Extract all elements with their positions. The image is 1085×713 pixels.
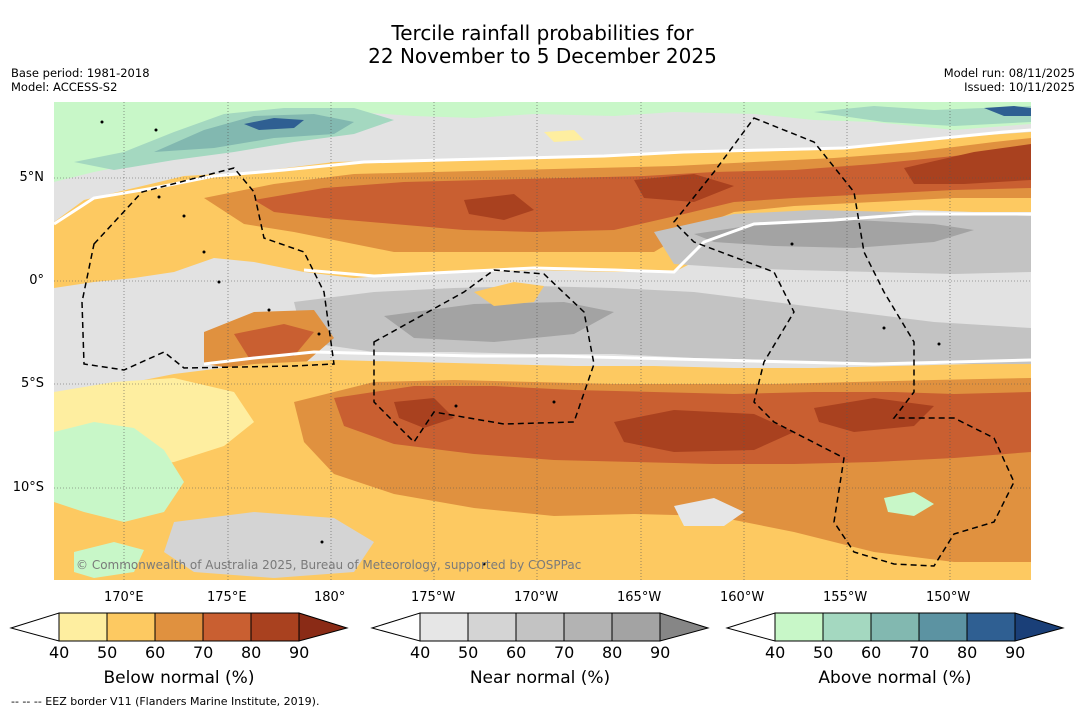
meta-left: Base period: 1981-2018 Model: ACCESS-S2 [11, 66, 150, 94]
above-normal-north-peak [244, 118, 304, 130]
cb-below-tick-70: 70 [193, 643, 214, 662]
eez-borders [81, 117, 1015, 567]
near-normal-east-70 [694, 220, 974, 248]
below-normal-south-80-a [394, 398, 454, 428]
above-normal-southwest-small [74, 542, 144, 578]
cb-near-tick-90: 90 [650, 643, 671, 662]
model-run-date: Model run: 08/11/2025 [943, 66, 1075, 80]
cb-below-tick-40: 40 [49, 643, 70, 662]
cb-below-90 [250, 612, 300, 642]
near-normal-south-central [674, 498, 744, 526]
rainfall-probability-map [54, 102, 1031, 580]
lon-label-180: 180° [314, 590, 346, 605]
colorbar-near-normal [370, 612, 710, 642]
lon-label-165w: 165°W [617, 590, 662, 605]
cb-above-50 [774, 612, 824, 642]
title-line-1: Tercile rainfall probabilities for [391, 21, 694, 45]
below-normal-north-80-c [904, 144, 1031, 184]
cb-below-tick-90: 90 [289, 643, 310, 662]
below-normal-north-80-b [634, 174, 734, 202]
above-normal-southwest [54, 422, 184, 522]
model-name: Model: ACCESS-S2 [11, 80, 118, 94]
cb-near-70 [515, 612, 565, 642]
above-normal-north-high [154, 114, 354, 152]
below-normal-south-80-b [614, 410, 794, 452]
cb-above-tick-40: 40 [765, 643, 786, 662]
cb-near-tick-70: 70 [554, 643, 575, 662]
cb-below-tick-80: 80 [241, 643, 262, 662]
above-normal-northeast [814, 106, 1031, 126]
cb-below-80 [202, 612, 252, 642]
eez-footnote: -- -- -- EEZ border V11 (Flanders Marine… [11, 695, 320, 708]
cb-above-over [1014, 612, 1065, 642]
cb-above-tick-60: 60 [861, 643, 882, 662]
colorbar-below-normal [9, 612, 349, 642]
cb-below-title: Below normal (%) [103, 668, 255, 688]
cb-near-under [370, 612, 421, 642]
cb-above-title: Above normal (%) [818, 668, 972, 688]
lon-label-150w: 150°W [926, 590, 971, 605]
copyright-notice: © Commonwealth of Australia 2025, Bureau… [76, 558, 582, 572]
white-contour-equator [303, 212, 1031, 278]
lat-label-0: 0° [29, 273, 44, 288]
lon-label-160w: 160°W [720, 590, 765, 605]
white-contour-south [203, 350, 1031, 366]
cb-above-60 [822, 612, 872, 642]
cb-near-tick-50: 50 [458, 643, 479, 662]
lat-label-5s: 5°S [20, 376, 44, 391]
cb-below-under [9, 612, 60, 642]
cb-below-60 [106, 612, 156, 642]
cb-above-under [725, 612, 776, 642]
map-title: Tercile rainfall probabilities for 22 No… [0, 22, 1085, 68]
cb-near-tick-80: 80 [602, 643, 623, 662]
lat-label-10s: 10°S [12, 480, 44, 495]
near-normal-southwest [164, 512, 374, 578]
map-svg [54, 102, 1031, 580]
lon-label-170w: 170°W [514, 590, 559, 605]
island-markers [100, 120, 941, 566]
below-normal-north-80-a [464, 194, 534, 220]
title-line-2: 22 November to 5 December 2025 [368, 44, 717, 68]
below-normal-north-patch [544, 130, 584, 142]
cb-near-tick-40: 40 [410, 643, 431, 662]
graticule [54, 102, 1031, 580]
cb-near-tick-60: 60 [506, 643, 527, 662]
below-normal-south-80-c [814, 398, 934, 432]
cb-below-50 [58, 612, 108, 642]
cb-below-over [298, 612, 349, 642]
above-normal-southeast [884, 492, 934, 516]
cb-near-title: Near normal (%) [469, 668, 611, 688]
lon-label-175w: 175°W [411, 590, 456, 605]
cb-near-80 [563, 612, 613, 642]
cb-near-90 [611, 612, 661, 642]
cb-below-tick-50: 50 [97, 643, 118, 662]
above-normal-northeast-high [984, 106, 1031, 116]
meta-right: Model run: 08/11/2025 Issued: 10/11/2025 [944, 66, 1075, 94]
cb-above-70 [870, 612, 920, 642]
colorbar-above-normal [725, 612, 1065, 642]
cb-below-tick-60: 60 [145, 643, 166, 662]
cb-near-60 [467, 612, 517, 642]
lon-label-175e: 175°E [207, 590, 247, 605]
cb-near-over [659, 612, 710, 642]
base-period: Base period: 1981-2018 [11, 66, 150, 80]
cb-above-tick-90: 90 [1005, 643, 1026, 662]
cb-above-90 [966, 612, 1016, 642]
lon-label-155w: 155°W [823, 590, 868, 605]
cb-above-80 [918, 612, 968, 642]
colorbars-svg [9, 612, 1065, 642]
cb-above-tick-80: 80 [957, 643, 978, 662]
near-normal-central-70 [384, 302, 614, 342]
lon-label-170e: 170°E [104, 590, 144, 605]
below-normal-west-patch-high [234, 324, 314, 358]
cb-below-70 [154, 612, 204, 642]
issued-date: Issued: 10/11/2025 [964, 80, 1075, 94]
below-normal-equatorial-patch [474, 282, 544, 306]
cb-near-50 [419, 612, 469, 642]
cb-above-tick-70: 70 [909, 643, 930, 662]
cb-above-tick-50: 50 [813, 643, 834, 662]
lat-label-5n: 5°N [19, 170, 45, 185]
